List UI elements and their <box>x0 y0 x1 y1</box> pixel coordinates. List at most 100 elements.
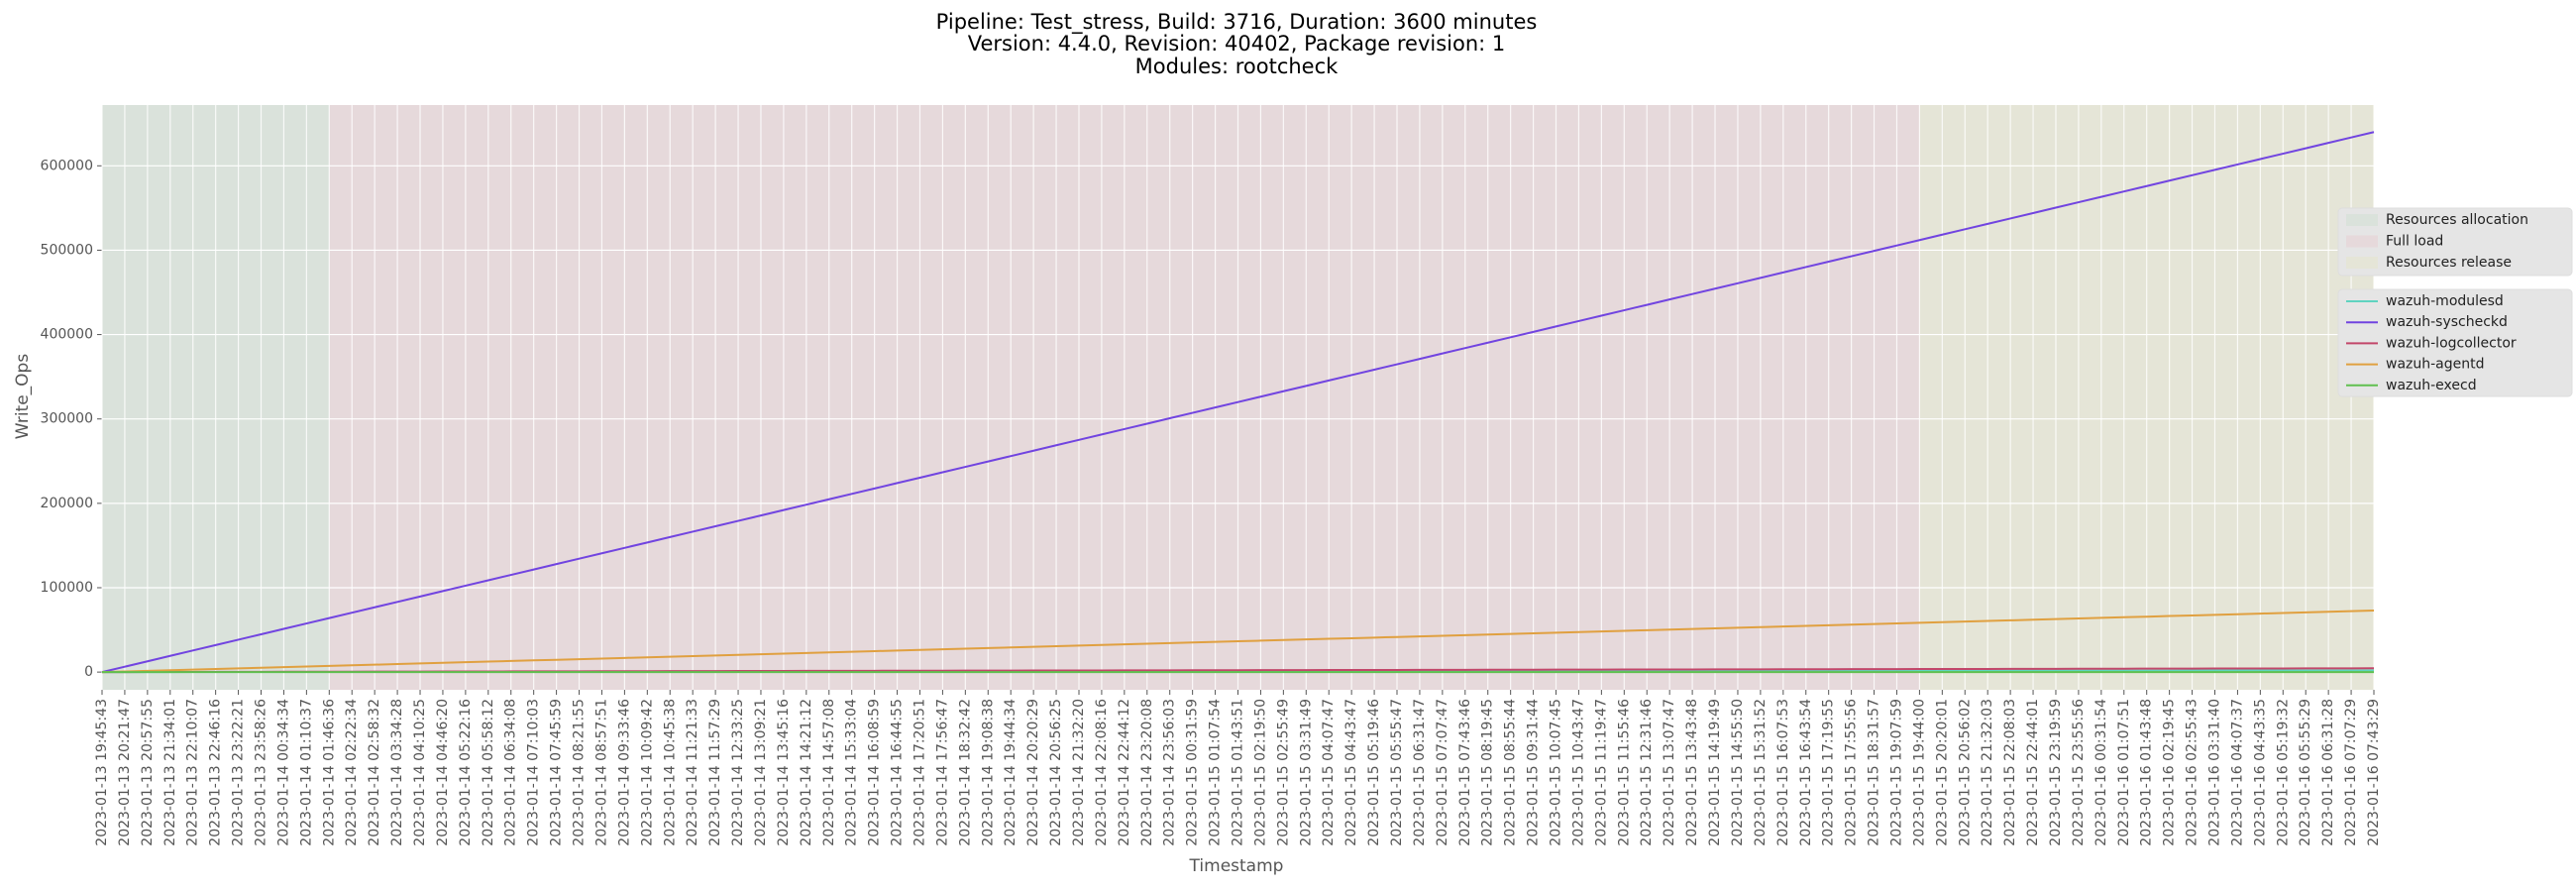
x-tick-label: 2023-01-15 19:44:00 <box>1911 699 1927 846</box>
x-tick-label: 2023-01-13 22:10:07 <box>185 699 201 846</box>
x-tick-label: 2023-01-14 11:21:33 <box>685 699 700 846</box>
x-tick-label: 2023-01-15 08:19:45 <box>1480 699 1496 846</box>
x-tick-label: 2023-01-14 18:32:42 <box>957 699 973 846</box>
x-tick-label: 2023-01-14 08:57:51 <box>593 699 609 846</box>
legend-label: wazuh-logcollector <box>2386 335 2517 351</box>
legend-label: wazuh-syscheckd <box>2386 314 2508 330</box>
x-tick-label: 2023-01-16 05:55:29 <box>2298 699 2313 846</box>
x-tick-label: 2023-01-15 01:07:54 <box>1208 699 1224 846</box>
x-tick-label: 2023-01-14 17:20:51 <box>912 699 927 846</box>
x-tick-label: 2023-01-15 14:19:49 <box>1707 699 1723 846</box>
legend-label: wazuh-agentd <box>2386 357 2485 373</box>
x-tick-label: 2023-01-14 02:58:32 <box>367 699 382 846</box>
y-tick-label: 600000 <box>41 158 93 173</box>
y-tick-label: 0 <box>84 664 93 680</box>
x-tick-label: 2023-01-15 19:07:59 <box>1888 699 1904 846</box>
x-tick-label: 2023-01-14 00:34:34 <box>275 699 291 846</box>
chart-title: Version: 4.4.0, Revision: 40402, Package… <box>968 32 1506 56</box>
y-tick-label: 200000 <box>41 496 93 511</box>
x-tick-label: 2023-01-14 02:22:34 <box>344 699 360 846</box>
x-tick-label: 2023-01-14 14:57:08 <box>821 699 837 846</box>
x-tick-label: 2023-01-15 22:08:03 <box>2002 699 2018 846</box>
x-tick-label: 2023-01-14 23:20:08 <box>1139 699 1155 846</box>
x-tick-label: 2023-01-15 18:31:57 <box>1867 699 1882 846</box>
x-tick-label: 2023-01-14 22:44:12 <box>1117 699 1132 846</box>
x-tick-label: 2023-01-15 06:31:47 <box>1412 699 1428 846</box>
x-tick-label: 2023-01-14 03:34:28 <box>389 699 405 846</box>
x-tick-label: 2023-01-15 11:55:46 <box>1616 699 1632 846</box>
x-tick-label: 2023-01-15 08:55:44 <box>1503 699 1519 846</box>
x-tick-label: 2023-01-14 09:33:46 <box>616 699 632 846</box>
x-tick-label: 2023-01-15 17:55:56 <box>1844 699 1860 846</box>
x-tick-label: 2023-01-15 00:31:59 <box>1185 699 1201 846</box>
x-tick-label: 2023-01-15 02:19:50 <box>1252 699 1268 846</box>
x-tick-label: 2023-01-14 05:58:12 <box>481 699 496 846</box>
x-tick-label: 2023-01-16 01:07:51 <box>2116 699 2132 846</box>
x-tick-label: 2023-01-16 05:19:32 <box>2275 699 2291 846</box>
x-tick-label: 2023-01-15 23:19:59 <box>2048 699 2064 846</box>
x-tick-label: 2023-01-14 14:21:12 <box>799 699 814 846</box>
x-tick-label: 2023-01-15 10:07:45 <box>1549 699 1564 846</box>
x-tick-label: 2023-01-13 21:34:01 <box>162 699 178 846</box>
x-tick-label: 2023-01-15 09:31:44 <box>1526 699 1542 846</box>
x-tick-label: 2023-01-15 03:31:49 <box>1298 699 1314 846</box>
x-tick-label: 2023-01-14 04:10:25 <box>412 699 428 846</box>
x-tick-label: 2023-01-14 04:46:20 <box>435 699 451 846</box>
x-tick-label: 2023-01-14 20:56:25 <box>1048 699 1064 846</box>
x-tick-label: 2023-01-16 07:43:29 <box>2366 699 2382 846</box>
x-tick-label: 2023-01-13 23:22:21 <box>231 699 247 846</box>
x-tick-label: 2023-01-14 13:45:16 <box>776 699 792 846</box>
chart-title: Modules: rootcheck <box>1135 55 1339 78</box>
series-line <box>101 609 2375 674</box>
legend-label: Full load <box>2386 234 2443 250</box>
legend-label: wazuh-modulesd <box>2386 293 2504 309</box>
x-tick-label: 2023-01-15 07:07:47 <box>1435 699 1450 846</box>
x-tick-label: 2023-01-15 22:44:01 <box>2025 699 2041 846</box>
x-tick-label: 2023-01-14 22:08:16 <box>1094 699 1110 846</box>
x-tick-label: 2023-01-15 13:43:48 <box>1684 699 1700 846</box>
legend-box <box>2337 288 2573 397</box>
y-tick-label: 300000 <box>41 411 93 427</box>
x-tick-label: 2023-01-14 08:21:55 <box>572 699 588 846</box>
x-tick-label: 2023-01-14 15:33:04 <box>844 699 860 846</box>
x-tick-label: 2023-01-15 23:55:56 <box>2071 699 2087 846</box>
x-tick-label: 2023-01-15 12:31:46 <box>1639 699 1655 846</box>
x-tick-label: 2023-01-14 16:44:55 <box>890 699 906 846</box>
x-tick-label: 2023-01-16 02:55:43 <box>2185 699 2200 846</box>
x-tick-label: 2023-01-16 01:43:48 <box>2139 699 2155 846</box>
x-tick-label: 2023-01-14 07:10:03 <box>526 699 542 846</box>
x-tick-label: 2023-01-14 21:32:20 <box>1071 699 1087 846</box>
x-tick-label: 2023-01-15 17:19:55 <box>1821 699 1837 846</box>
x-tick-label: 2023-01-14 13:09:21 <box>753 699 769 846</box>
x-tick-label: 2023-01-15 14:55:50 <box>1730 699 1746 846</box>
x-tick-label: 2023-01-14 17:56:47 <box>934 699 950 846</box>
x-tick-label: 2023-01-14 10:09:42 <box>639 699 655 846</box>
x-tick-label: 2023-01-14 12:33:25 <box>730 699 746 846</box>
legend-swatch <box>2346 214 2378 226</box>
legend-swatch <box>2346 235 2378 248</box>
x-tick-label: 2023-01-15 05:55:47 <box>1389 699 1405 846</box>
x-axis-label: Timestamp <box>1189 856 1284 876</box>
x-tick-label: 2023-01-15 21:32:03 <box>1980 699 1995 846</box>
x-tick-label: 2023-01-15 13:07:47 <box>1662 699 1677 846</box>
x-tick-label: 2023-01-13 23:58:26 <box>254 699 269 846</box>
x-tick-label: 2023-01-15 04:07:47 <box>1321 699 1337 846</box>
x-tick-label: 2023-01-14 01:46:36 <box>321 699 337 846</box>
x-tick-label: 2023-01-13 20:57:55 <box>140 699 156 846</box>
x-tick-label: 2023-01-16 04:07:37 <box>2229 699 2245 846</box>
x-tick-label: 2023-01-14 23:56:03 <box>1162 699 1178 846</box>
legend-box <box>2337 207 2573 277</box>
x-tick-label: 2023-01-16 04:43:35 <box>2252 699 2268 846</box>
x-tick-label: 2023-01-15 01:43:51 <box>1231 699 1246 846</box>
x-tick-label: 2023-01-14 06:34:08 <box>503 699 519 846</box>
series-line <box>101 131 2375 674</box>
x-tick-label: 2023-01-15 10:43:47 <box>1570 699 1586 846</box>
x-tick-label: 2023-01-14 05:22:16 <box>458 699 474 846</box>
x-tick-label: 2023-01-14 19:08:38 <box>980 699 996 846</box>
x-tick-label: 2023-01-14 01:10:37 <box>298 699 314 846</box>
x-tick-label: 2023-01-15 04:43:47 <box>1343 699 1359 846</box>
x-tick-label: 2023-01-16 06:31:28 <box>2320 699 2336 846</box>
x-tick-label: 2023-01-15 16:07:53 <box>1775 699 1791 846</box>
x-tick-label: 2023-01-15 05:19:46 <box>1366 699 1382 846</box>
